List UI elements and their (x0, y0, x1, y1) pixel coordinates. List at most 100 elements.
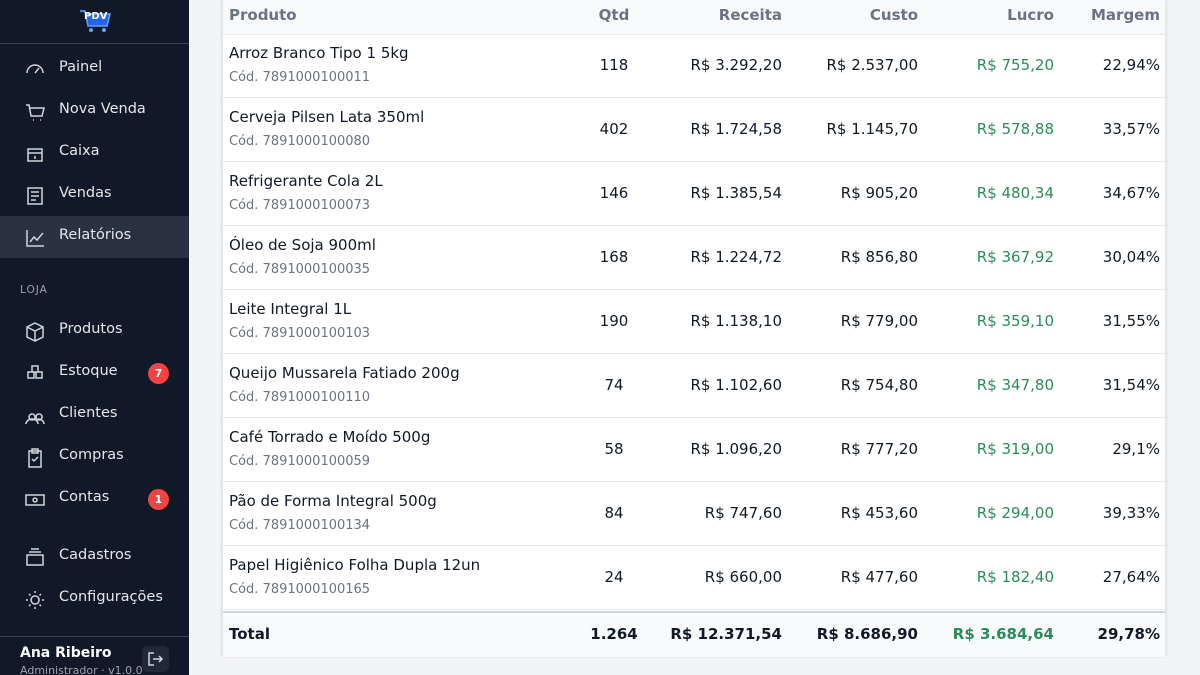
product-code: Cód. 7891000100103 (229, 326, 371, 341)
product-code: Cód. 7891000100035 (229, 262, 371, 277)
margin: 31,54% (1102, 376, 1160, 394)
nav-item[interactable]: Configurações (0, 578, 189, 620)
nav-item[interactable]: Caixa (0, 132, 189, 174)
column-header: Qtd (598, 6, 630, 24)
logout-button[interactable] (142, 646, 169, 672)
cost: R$ 777,20 (840, 440, 918, 458)
cost: R$ 1.145,70 (826, 120, 918, 138)
revenue: R$ 3.292,20 (690, 56, 782, 74)
margin: 31,55% (1102, 312, 1160, 330)
margin: 33,57% (1102, 120, 1160, 138)
product-code: Cód. 7891000100073 (229, 198, 371, 213)
product-name: Cerveja Pilsen Lata 350ml (229, 108, 425, 126)
nav-label: Relatórios (59, 227, 132, 243)
nav-item[interactable]: Produtos (0, 310, 189, 352)
table-row: Arroz Branco Tipo 1 5kg Cód. 789100010001… (223, 34, 1165, 98)
product-name: Refrigerante Cola 2L (229, 172, 383, 190)
qty: 146 (599, 184, 629, 202)
product-name: Leite Integral 1L (229, 300, 352, 318)
margin: 29,1% (1112, 440, 1160, 458)
nav-icon (26, 104, 45, 121)
qty: 84 (604, 504, 624, 522)
total-cell: 29,78% (1097, 625, 1160, 643)
cost: R$ 477,60 (840, 568, 918, 586)
cost: R$ 754,80 (840, 376, 918, 394)
revenue: R$ 1.096,20 (690, 440, 782, 458)
nav-label: Estoque (59, 363, 118, 379)
table-row: Óleo de Soja 900ml Cód. 7891000100035 168 R… (223, 226, 1165, 290)
user-role: Administrador · v1.0.0 (20, 664, 143, 675)
table-row: Café Torrado e Moído 500g Cód. 7891000100… (223, 418, 1165, 482)
logo-icon (80, 10, 111, 32)
divider (0, 636, 189, 637)
cost: R$ 453,60 (840, 504, 918, 522)
nav-item[interactable]: Contas 1 (0, 478, 189, 520)
product-name: Papel Higiênico Folha Dupla 12un (229, 556, 481, 574)
nav-icon (27, 365, 43, 379)
nav-item[interactable]: Estoque 7 (0, 352, 189, 394)
nav-label: Clientes (59, 405, 118, 421)
table-row: Queijo Mussarela Fatiado 200g Cód. 789100… (223, 354, 1165, 418)
revenue: R$ 1.138,10 (690, 312, 782, 330)
nav-icon (26, 64, 44, 74)
profit: R$ 182,40 (976, 568, 1054, 586)
qty: 190 (599, 312, 629, 330)
qty: 24 (604, 568, 624, 586)
margin: 39,33% (1102, 504, 1160, 522)
product-name: Arroz Branco Tipo 1 5kg (229, 44, 409, 62)
product-code: Cód. 7891000100165 (229, 582, 371, 597)
column-header: Receita (718, 6, 782, 24)
margin: 27,64% (1102, 568, 1160, 586)
product-code: Cód. 7891000100011 (229, 70, 371, 85)
nav-item[interactable]: Vendas (0, 174, 189, 216)
total-cell: Total (229, 625, 270, 643)
profit: R$ 578,88 (976, 120, 1054, 138)
table-row: Cerveja Pilsen Lata 350ml Cód. 7891000100… (223, 98, 1165, 162)
nav-item[interactable]: Clientes (0, 394, 189, 436)
total-row: Total 1.264 R$ 12.371,54 R$ 8.686,90 R$ 3.68… (223, 611, 1165, 657)
nav-icon (26, 322, 44, 342)
product-code: Cód. 7891000100059 (229, 454, 371, 469)
nav-icon (27, 187, 43, 205)
nav-item[interactable]: Painel (0, 48, 189, 90)
table-row: Papel Higiênico Folha Dupla 12un Cód. 789… (223, 546, 1165, 610)
section-label: LOJA (20, 284, 48, 296)
logout-icon (148, 652, 164, 666)
column-header: Custo (869, 6, 918, 24)
qty: 168 (599, 248, 629, 266)
product-code: Cód. 7891000100080 (229, 134, 371, 149)
nav-icon (28, 448, 42, 468)
nav-item[interactable]: Compras (0, 436, 189, 478)
nav-label: Compras (59, 447, 124, 463)
product-code: Cód. 7891000100110 (229, 390, 371, 405)
profit: R$ 294,00 (976, 504, 1054, 522)
nav-label: Caixa (59, 143, 100, 159)
product-name: Óleo de Soja 900ml (229, 236, 376, 254)
product-name: Café Torrado e Moído 500g (229, 428, 431, 446)
profit: R$ 480,34 (976, 184, 1054, 202)
cost: R$ 905,20 (840, 184, 918, 202)
nav-label: Nova Venda (59, 101, 146, 117)
logo-text: PDV (84, 11, 108, 22)
revenue: R$ 1.724,58 (690, 120, 782, 138)
nav-icon (26, 230, 44, 247)
qty: 74 (604, 376, 624, 394)
product-name: Queijo Mussarela Fatiado 200g (229, 364, 460, 382)
nav-item[interactable]: Relatórios (0, 216, 189, 258)
user-name: Ana Ribeiro (20, 645, 112, 661)
nav-icon (25, 494, 45, 506)
product-name: Pão de Forma Integral 500g (229, 492, 437, 510)
profit: R$ 755,20 (976, 56, 1054, 74)
total-cell: R$ 8.686,90 (816, 625, 918, 643)
nav-item[interactable]: Nova Venda (0, 90, 189, 132)
nav-item[interactable]: Cadastros (0, 536, 189, 578)
nav-label: Vendas (59, 185, 112, 201)
nav-icon (26, 548, 44, 566)
sidebar: PDV Painel Nova Venda Caixa Vendas Relatório… (0, 0, 189, 675)
profit: R$ 319,00 (976, 440, 1054, 458)
report-table: Produto Qtd Receita Custo Lucro Margem Arroz B… (222, 0, 1166, 657)
revenue: R$ 660,00 (704, 568, 782, 586)
nav-icon (25, 413, 45, 425)
table-header: Produto Qtd Receita Custo Lucro Margem (223, 0, 1165, 35)
